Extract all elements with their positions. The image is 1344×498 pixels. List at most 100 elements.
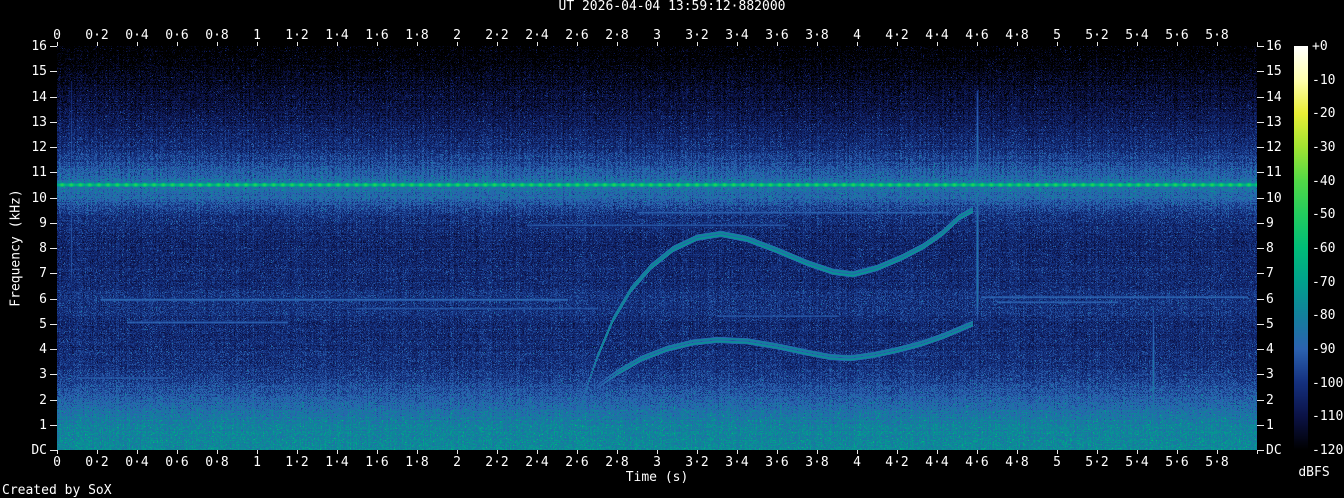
time-tick bbox=[1177, 450, 1178, 454]
time-tick-label: 4·8 bbox=[1005, 28, 1029, 43]
freq-tick bbox=[1257, 400, 1264, 401]
time-tick-label: 1·4 bbox=[325, 28, 349, 43]
time-tick bbox=[577, 450, 578, 454]
freq-tick-label: 7 bbox=[39, 266, 47, 281]
freq-tick-label: 12 bbox=[1266, 140, 1282, 155]
time-tick bbox=[1257, 42, 1258, 46]
freq-tick bbox=[1257, 273, 1264, 274]
time-tick-label: 5 bbox=[1053, 455, 1061, 470]
freq-tick bbox=[1257, 122, 1264, 123]
freq-tick bbox=[1257, 374, 1264, 375]
time-tick-label: 4·4 bbox=[925, 28, 949, 43]
time-tick bbox=[897, 42, 898, 46]
freq-tick bbox=[1257, 198, 1264, 199]
colorbar-tick-label: -10 bbox=[1312, 73, 1336, 88]
colorbar-tick-label: +0 bbox=[1312, 39, 1328, 54]
freq-tick-label: 8 bbox=[39, 241, 47, 256]
time-tick-label: 1·6 bbox=[365, 455, 389, 470]
colorbar-tick-label: -50 bbox=[1312, 207, 1336, 222]
spectrogram-canvas bbox=[57, 46, 1257, 450]
freq-tick-label: 5 bbox=[39, 317, 47, 332]
time-tick bbox=[737, 42, 738, 46]
time-tick-label: 3·8 bbox=[805, 28, 829, 43]
time-tick bbox=[97, 450, 98, 454]
freq-tick bbox=[1257, 324, 1264, 325]
freq-tick bbox=[50, 273, 57, 274]
time-tick bbox=[657, 42, 658, 46]
time-tick-label: 2·4 bbox=[525, 455, 549, 470]
freq-tick bbox=[50, 248, 57, 249]
time-tick-label: 3 bbox=[653, 455, 661, 470]
colorbar-tick-label: -70 bbox=[1312, 275, 1336, 290]
time-tick bbox=[817, 450, 818, 454]
colorbar-title: dBFS bbox=[1298, 465, 1330, 480]
time-tick bbox=[537, 450, 538, 454]
time-tick bbox=[977, 42, 978, 46]
time-tick-label: 1·2 bbox=[285, 455, 309, 470]
freq-tick bbox=[50, 46, 57, 47]
freq-tick bbox=[50, 349, 57, 350]
time-tick bbox=[217, 42, 218, 46]
freq-tick-label: 9 bbox=[39, 216, 47, 231]
time-tick-label: 4·2 bbox=[885, 455, 909, 470]
freq-tick bbox=[50, 374, 57, 375]
freq-tick-label: 8 bbox=[1266, 241, 1274, 256]
time-tick-label: 2·2 bbox=[485, 455, 509, 470]
time-tick-label: 3·4 bbox=[725, 28, 749, 43]
time-tick bbox=[417, 42, 418, 46]
freq-tick-label: 1 bbox=[1266, 418, 1274, 433]
time-tick-label: 0·4 bbox=[125, 455, 149, 470]
time-tick-label: 1·4 bbox=[325, 455, 349, 470]
colorbar-tick-label: -80 bbox=[1312, 308, 1336, 323]
colorbar-tick-label: -20 bbox=[1312, 106, 1336, 121]
freq-tick-label: 9 bbox=[1266, 216, 1274, 231]
freq-tick-label: DC bbox=[31, 443, 47, 458]
time-tick-label: 1·2 bbox=[285, 28, 309, 43]
time-tick-label: 1·6 bbox=[365, 28, 389, 43]
time-tick bbox=[617, 450, 618, 454]
time-tick bbox=[1017, 450, 1018, 454]
time-tick-label: 5·8 bbox=[1205, 455, 1229, 470]
time-tick-label: 1·8 bbox=[405, 455, 429, 470]
freq-tick-label: 3 bbox=[1266, 367, 1274, 382]
freq-tick-label: 6 bbox=[39, 292, 47, 307]
freq-tick-label: 4 bbox=[39, 342, 47, 357]
time-tick-label: 3·4 bbox=[725, 455, 749, 470]
time-tick-label: 2·4 bbox=[525, 28, 549, 43]
time-tick bbox=[337, 42, 338, 46]
time-tick-label: 0·6 bbox=[165, 28, 189, 43]
time-tick-label: 4·4 bbox=[925, 455, 949, 470]
time-tick-label: 5·4 bbox=[1125, 28, 1149, 43]
time-tick bbox=[497, 450, 498, 454]
time-tick bbox=[137, 42, 138, 46]
time-tick-label: 3 bbox=[653, 28, 661, 43]
freq-tick bbox=[50, 172, 57, 173]
time-tick bbox=[1057, 450, 1058, 454]
freq-tick-label: 11 bbox=[1266, 165, 1282, 180]
freq-tick-label: 6 bbox=[1266, 292, 1274, 307]
freq-tick-label: 2 bbox=[1266, 393, 1274, 408]
colorbar-tick-label: -30 bbox=[1312, 140, 1336, 155]
time-tick-label: 3·6 bbox=[765, 28, 789, 43]
time-tick-label: 2·6 bbox=[565, 455, 589, 470]
time-tick-label: 3·6 bbox=[765, 455, 789, 470]
freq-tick bbox=[1257, 46, 1264, 47]
freq-tick bbox=[50, 450, 57, 451]
freq-tick-label: 16 bbox=[1266, 39, 1282, 54]
time-tick-label: 0·8 bbox=[205, 28, 229, 43]
freq-tick-label: 3 bbox=[39, 367, 47, 382]
time-tick bbox=[1217, 42, 1218, 46]
time-tick-label: 2·8 bbox=[605, 28, 629, 43]
time-tick bbox=[777, 450, 778, 454]
time-tick bbox=[377, 450, 378, 454]
time-tick-label: 0 bbox=[53, 28, 61, 43]
time-tick-label: 4·8 bbox=[1005, 455, 1029, 470]
time-tick-label: 4 bbox=[853, 28, 861, 43]
time-tick-label: 5·2 bbox=[1085, 28, 1109, 43]
freq-tick-label: 1 bbox=[39, 418, 47, 433]
time-tick-label: 5·4 bbox=[1125, 455, 1149, 470]
freq-tick bbox=[50, 97, 57, 98]
freq-tick-label: DC bbox=[1266, 443, 1282, 458]
time-tick bbox=[1097, 450, 1098, 454]
